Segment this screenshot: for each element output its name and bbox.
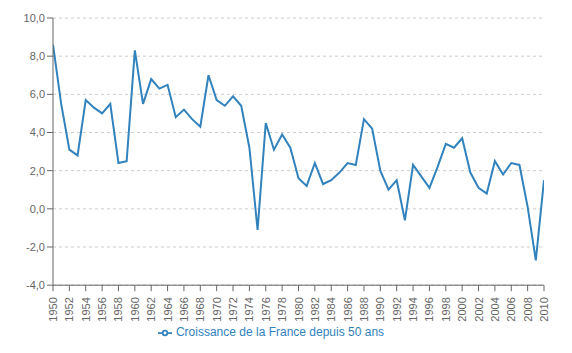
svg-text:-4,0: -4,0 xyxy=(26,279,45,291)
svg-text:1980: 1980 xyxy=(293,297,305,321)
svg-text:1970: 1970 xyxy=(211,297,223,321)
svg-text:10,0: 10,0 xyxy=(24,12,45,24)
svg-text:8,0: 8,0 xyxy=(30,50,45,62)
svg-text:1990: 1990 xyxy=(374,297,386,321)
svg-text:1960: 1960 xyxy=(129,297,141,321)
svg-text:2008: 2008 xyxy=(522,297,534,321)
svg-text:6,0: 6,0 xyxy=(30,88,45,100)
svg-text:1998: 1998 xyxy=(440,297,452,321)
svg-text:1996: 1996 xyxy=(423,297,435,321)
svg-text:1966: 1966 xyxy=(178,297,190,321)
svg-text:1982: 1982 xyxy=(309,297,321,321)
svg-text:1968: 1968 xyxy=(194,297,206,321)
svg-text:1954: 1954 xyxy=(80,297,92,321)
svg-text:1972: 1972 xyxy=(227,297,239,321)
svg-text:1952: 1952 xyxy=(63,297,75,321)
svg-text:0,0: 0,0 xyxy=(30,203,45,215)
svg-text:4,0: 4,0 xyxy=(30,126,45,138)
svg-text:1986: 1986 xyxy=(342,297,354,321)
svg-text:1950: 1950 xyxy=(47,297,59,321)
svg-text:2,0: 2,0 xyxy=(30,165,45,177)
svg-text:2010: 2010 xyxy=(538,297,550,321)
svg-text:-2,0: -2,0 xyxy=(26,241,45,253)
svg-text:1956: 1956 xyxy=(96,297,108,321)
svg-text:1994: 1994 xyxy=(407,297,419,321)
svg-text:1978: 1978 xyxy=(276,297,288,321)
svg-text:2000: 2000 xyxy=(456,297,468,321)
svg-text:1976: 1976 xyxy=(260,297,272,321)
svg-text:1992: 1992 xyxy=(391,297,403,321)
svg-text:2004: 2004 xyxy=(489,297,501,321)
svg-text:1974: 1974 xyxy=(243,297,255,321)
html-text:Croissance de la France depuis: Croissance de la France depuis 50 ans xyxy=(175,325,385,340)
svg-text:2006: 2006 xyxy=(505,297,517,321)
svg-text:2002: 2002 xyxy=(473,297,485,321)
svg-text:1958: 1958 xyxy=(112,297,124,321)
svg-text:1964: 1964 xyxy=(162,297,174,321)
svg-text:1984: 1984 xyxy=(325,297,337,321)
svg-text:1988: 1988 xyxy=(358,297,370,321)
svg-text:1962: 1962 xyxy=(145,297,157,321)
